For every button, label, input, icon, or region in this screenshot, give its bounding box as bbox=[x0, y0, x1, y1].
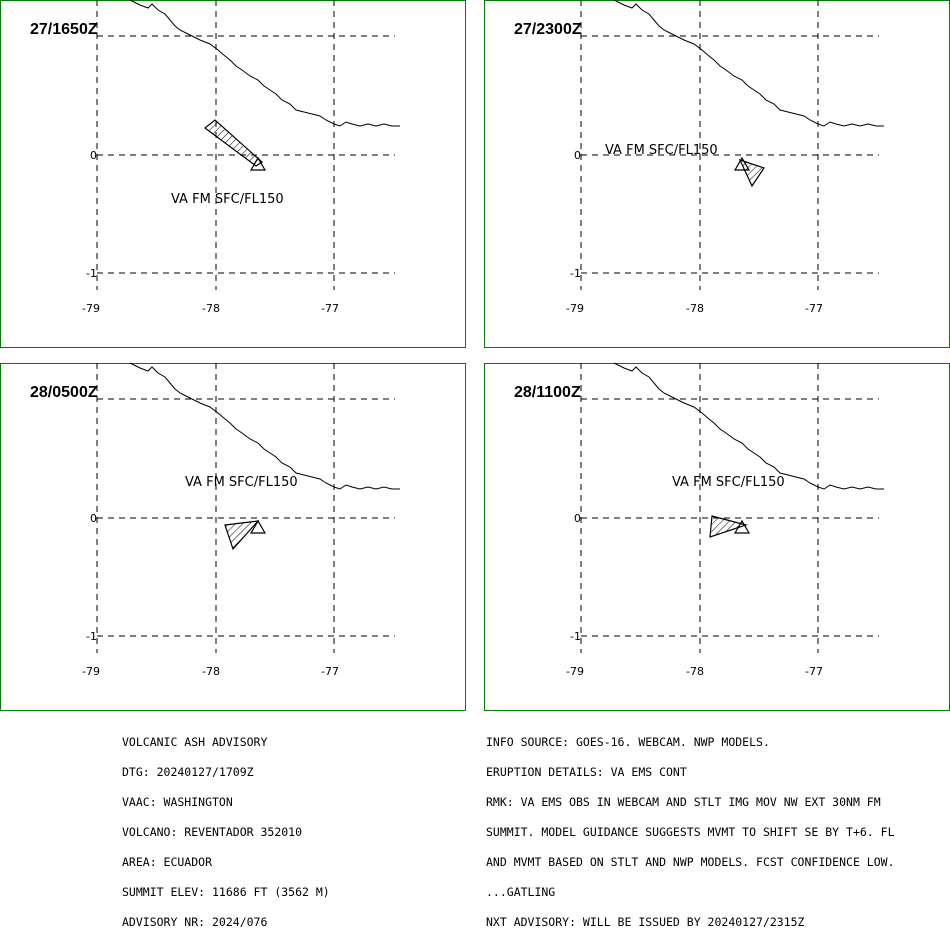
panel-frame bbox=[0, 0, 466, 348]
panel-2: 27/2300Z 0 -1 -79 -78 -77 VA FM SFC/FL15… bbox=[484, 0, 950, 348]
panel-title: 27/2300Z bbox=[514, 21, 582, 38]
advisory-line: AREA: ECUADOR bbox=[122, 855, 213, 869]
volcano-icon bbox=[249, 156, 267, 171]
lat-tick-minus1: -1 bbox=[570, 267, 581, 280]
advisory-line: INFO SOURCE: GOES-16. WEBCAM. NWP MODELS… bbox=[486, 735, 770, 749]
advisory-line: RMK: VA EMS OBS IN WEBCAM AND STLT IMG M… bbox=[486, 795, 881, 809]
advisory-info-right: INFO SOURCE: GOES-16. WEBCAM. NWP MODELS… bbox=[486, 717, 895, 937]
panel-title: 27/1650Z bbox=[30, 21, 98, 38]
lat-tick-minus1: -1 bbox=[86, 630, 97, 643]
lon-tick-78: -78 bbox=[202, 302, 220, 315]
ash-cloud-polygon bbox=[738, 158, 765, 188]
advisory-line: ...GATLING bbox=[486, 885, 556, 899]
lon-tick-77: -77 bbox=[321, 302, 339, 315]
advisory-line: ERUPTION DETAILS: VA EMS CONT bbox=[486, 765, 687, 779]
lat-tick-0: 0 bbox=[574, 149, 581, 162]
advisory-line: SUMMIT. MODEL GUIDANCE SUGGESTS MVMT TO … bbox=[486, 825, 895, 839]
advisory-info-left: VOLCANIC ASH ADVISORY DTG: 20240127/1709… bbox=[122, 717, 330, 937]
panel-frame bbox=[484, 363, 950, 711]
advisory-line: ADVISORY NR: 2024/076 bbox=[122, 915, 268, 929]
panel-title: 28/1100Z bbox=[514, 384, 581, 401]
advisory-line: AND MVMT BASED ON STLT AND NWP MODELS. F… bbox=[486, 855, 895, 869]
lon-tick-78: -78 bbox=[202, 665, 220, 678]
advisory-line: DTG: 20240127/1709Z bbox=[122, 765, 254, 779]
ash-cloud-polygon bbox=[709, 515, 749, 538]
advisory-line: VOLCANO: REVENTADOR 352010 bbox=[122, 825, 303, 839]
volcano-icon bbox=[733, 519, 751, 534]
advisory-line: VAAC: WASHINGTON bbox=[122, 795, 233, 809]
lat-tick-minus1: -1 bbox=[86, 267, 97, 280]
lat-tick-0: 0 bbox=[90, 512, 97, 525]
lat-tick-0: 0 bbox=[90, 149, 97, 162]
panel-4: 28/1100Z 0 -1 -79 -78 -77 VA FM SFC/FL15… bbox=[484, 362, 950, 711]
lon-tick-78: -78 bbox=[686, 302, 704, 315]
volcano-icon bbox=[733, 156, 751, 171]
lat-tick-minus1: -1 bbox=[570, 630, 581, 643]
va-label: VA FM SFC/FL150 bbox=[672, 475, 785, 490]
ash-cloud-polygon bbox=[224, 520, 260, 551]
panel-3: 28/0500Z 0 -1 -79 -78 -77 VA FM SFC/FL15… bbox=[0, 362, 466, 711]
advisory-line: SUMMIT ELEV: 11686 FT (3562 M) bbox=[122, 885, 330, 899]
advisory-line: VOLCANIC ASH ADVISORY bbox=[122, 735, 268, 749]
panel-frame bbox=[484, 0, 950, 348]
lon-tick-79: -79 bbox=[566, 665, 584, 678]
lon-tick-79: -79 bbox=[82, 302, 100, 315]
panel-frame bbox=[0, 363, 466, 711]
panel-1: 27/1650Z 0 -1 -79 -78 -77 VA FM SFC/FL15… bbox=[0, 0, 466, 348]
lon-tick-78: -78 bbox=[686, 665, 704, 678]
lon-tick-79: -79 bbox=[566, 302, 584, 315]
volcano-icon bbox=[249, 519, 267, 534]
va-label: VA FM SFC/FL150 bbox=[605, 143, 718, 158]
advisory-line: NXT ADVISORY: WILL BE ISSUED BY 20240127… bbox=[486, 915, 805, 929]
lon-tick-77: -77 bbox=[321, 665, 339, 678]
advisory-graphic: 27/1650Z 0 -1 -79 -78 -77 VA FM SFC/FL15… bbox=[0, 0, 950, 711]
ash-cloud-polygon bbox=[204, 119, 263, 167]
lon-tick-77: -77 bbox=[805, 665, 823, 678]
lon-tick-79: -79 bbox=[82, 665, 100, 678]
va-label: VA FM SFC/FL150 bbox=[185, 475, 298, 490]
va-label: VA FM SFC/FL150 bbox=[171, 192, 284, 207]
lon-tick-77: -77 bbox=[805, 302, 823, 315]
panel-title: 28/0500Z bbox=[30, 384, 98, 401]
lat-tick-0: 0 bbox=[574, 512, 581, 525]
